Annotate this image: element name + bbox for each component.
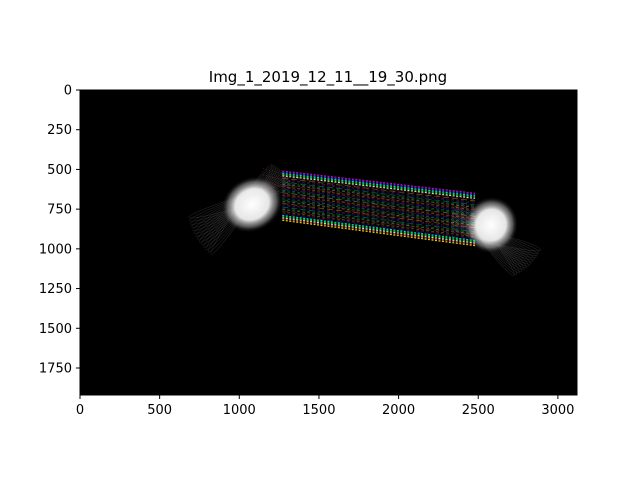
streak-line-19: [282, 193, 476, 218]
streak-line-33: [282, 210, 476, 236]
streak-line-16: [282, 189, 476, 215]
y-axis: 0 250 500 750 1000 1250 1500 1750: [39, 84, 80, 376]
streak-line-30: [282, 206, 476, 232]
streak-line-38: [282, 216, 476, 243]
streak-line-4: [282, 175, 476, 199]
x-tick-label: 0: [76, 403, 84, 418]
streak-line-31: [282, 207, 476, 234]
streak-line-8: [282, 180, 476, 204]
streak-line-3: [282, 174, 476, 198]
diagonal-trace-2: [263, 181, 476, 236]
y-tick-label: 250: [47, 123, 72, 138]
streak-line-2: [282, 172, 476, 197]
streak-line-0: [282, 170, 476, 194]
bright-right-lobe: [463, 196, 519, 254]
diagonal-trace-1: [263, 174, 476, 230]
chart-title: Img_1_2019_12_11__19_30.png: [209, 68, 447, 87]
streak-line-13: [282, 186, 476, 211]
streak-line-14: [282, 187, 476, 212]
streak-line-24: [282, 199, 476, 225]
streak-line-11: [282, 183, 476, 208]
diagonal-trace-3: [263, 187, 476, 243]
streak-line-28: [282, 204, 476, 230]
streak-line-12: [282, 185, 476, 209]
streak-line-17: [282, 191, 476, 216]
streak-line-35: [282, 212, 476, 239]
image-content: [188, 163, 541, 276]
y-tick-label: 500: [47, 163, 72, 178]
streak-line-9: [282, 181, 476, 206]
plot-frame: [79, 89, 578, 396]
streak-line-32: [282, 209, 476, 235]
x-tick-label: 1000: [223, 403, 256, 418]
y-tick-label: 1500: [39, 322, 72, 337]
streak-line-7: [282, 179, 476, 203]
x-tick-label: 2500: [462, 403, 495, 418]
streak-line-21: [282, 195, 476, 221]
streak-line-39: [282, 217, 476, 244]
y-tick-label: 0: [64, 84, 72, 99]
streak-line-18: [282, 192, 476, 217]
streak-line-36: [282, 213, 476, 240]
streak-line-41: [282, 219, 476, 247]
bright-left-lobe: [221, 176, 283, 233]
diagonal-trace-0: [263, 168, 476, 223]
streak-line-25: [282, 200, 476, 226]
streak-line-37: [282, 214, 476, 242]
streak-line-10: [282, 182, 476, 207]
streak-line-15: [282, 188, 476, 213]
y-tick-label: 1250: [39, 282, 72, 297]
streak-line-5: [282, 176, 476, 200]
streak-line-6: [282, 177, 476, 202]
y-tick-label: 1000: [39, 242, 72, 257]
y-tick-label: 750: [47, 203, 72, 218]
streak-line-27: [282, 203, 476, 229]
x-axis: 0 500 1000 1500 2000 2500 3000: [76, 395, 574, 418]
streak-line-40: [282, 218, 476, 245]
x-tick-label: 3000: [541, 403, 574, 418]
streak-line-1: [282, 171, 476, 196]
streak-line-29: [282, 205, 476, 231]
x-tick-label: 2000: [382, 403, 415, 418]
streak-line-34: [282, 211, 476, 238]
streak-line-20: [282, 194, 476, 220]
x-tick-label: 1500: [302, 403, 335, 418]
streak-line-23: [282, 198, 476, 223]
streak-line-22: [282, 197, 476, 222]
x-tick-label: 500: [147, 403, 172, 418]
y-tick-label: 1750: [39, 361, 72, 376]
streak-line-26: [282, 201, 476, 227]
